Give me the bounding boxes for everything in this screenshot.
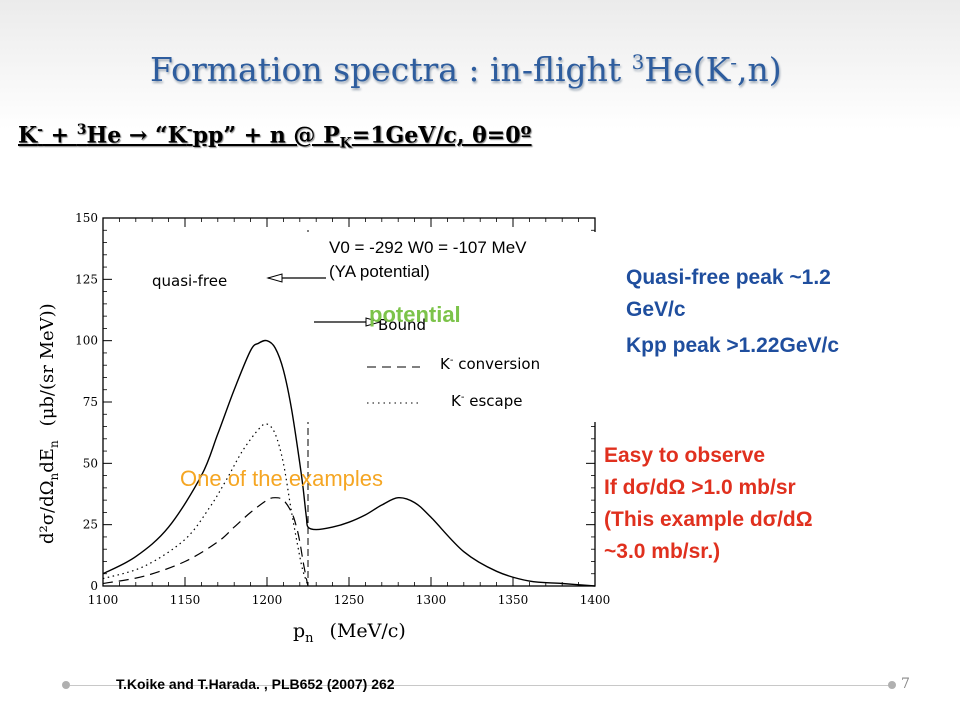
legend-dotted-line [367,402,420,404]
y-tick-label: 75 [83,395,98,409]
potential-params: V0 = -292 W0 = -107 MeV (YA potential) [329,238,527,281]
quasi-free-arrow [266,273,326,283]
series-total [102,339,596,587]
observability-note: Easy to observe If dσ/dΩ >1.0 mb/sr (Thi… [604,444,813,563]
slide-title: Formation spectra : in-flight 3He(K-,n) [150,50,782,89]
y-tick-label: 150 [75,211,98,225]
series-k-escape [102,423,309,587]
y-tick-label: 100 [75,334,98,348]
legend-box [300,232,600,422]
page-number: 7 [901,676,910,692]
quasi-free-peak-note: Quasi-free peak ~1.2 GeV/c Kpp peak >1.2… [626,266,840,357]
reference-text: T.Koike and T.Harada. , PLB652 (2007) 26… [116,676,395,692]
y-tick-label: 0 [90,579,98,593]
x-tick-label: 1150 [170,593,201,607]
reaction-subtitle: K- + 3He → “K-pp” + n @ PK=1GeV/c, θ=0º [18,122,532,152]
x-tick-label: 1100 [88,593,119,607]
bound-label: Bound [378,316,427,334]
examples-label: One of the examples [180,466,384,491]
quasi-free-label: quasi-free [152,272,228,290]
footer-dot-left [62,681,70,689]
y-tick-label: 50 [83,456,98,470]
footer-line [70,685,892,686]
y-tick-label: 125 [75,272,98,286]
y-tick-label: 25 [83,518,98,532]
bound-arrow [314,317,382,327]
legend-conversion: K- conversion [440,355,541,373]
legend-escape: K- escape [451,392,523,410]
series-k-conversion [102,497,309,587]
x-tick-label: 1250 [334,593,365,607]
x-tick-label: 1350 [498,593,529,607]
legend-dashed-line [367,366,420,368]
potential-overlay-label: potential [369,302,461,327]
footer-dot-right [888,681,896,689]
x-tick-label: 1400 [580,593,611,607]
y-axis-label: d²σ/dΩndEn(μb/(sr MeV)) [37,303,61,544]
x-tick-label: 1200 [252,593,283,607]
x-axis-label: pn (MeV/c) [293,620,406,646]
x-tick-label: 1300 [416,593,447,607]
